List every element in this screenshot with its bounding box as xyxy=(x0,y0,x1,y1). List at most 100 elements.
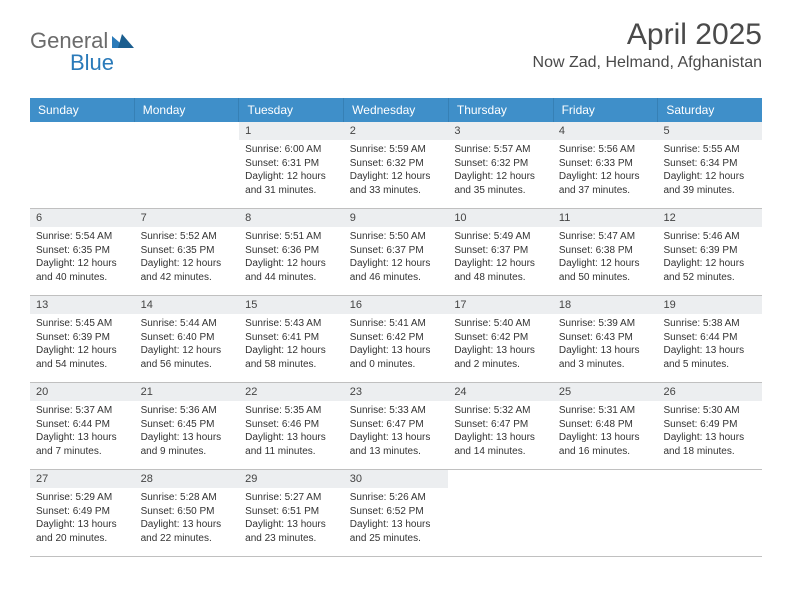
sunrise-text: Sunrise: 5:32 AM xyxy=(454,404,547,418)
sunrise-text: Sunrise: 5:37 AM xyxy=(36,404,129,418)
day-body: Sunrise: 5:35 AMSunset: 6:46 PMDaylight:… xyxy=(239,401,344,464)
sunset-text: Sunset: 6:44 PM xyxy=(36,418,129,432)
day-body: Sunrise: 5:31 AMSunset: 6:48 PMDaylight:… xyxy=(553,401,658,464)
day-body: Sunrise: 5:47 AMSunset: 6:38 PMDaylight:… xyxy=(553,227,658,290)
calendar-day xyxy=(135,122,240,208)
sunset-text: Sunset: 6:32 PM xyxy=(454,157,547,171)
sunset-text: Sunset: 6:36 PM xyxy=(245,244,338,258)
calendar-day: 20Sunrise: 5:37 AMSunset: 6:44 PMDayligh… xyxy=(30,383,135,469)
day-body: Sunrise: 5:36 AMSunset: 6:45 PMDaylight:… xyxy=(135,401,240,464)
sunset-text: Sunset: 6:41 PM xyxy=(245,331,338,345)
daylight-text: Daylight: 12 hours and 56 minutes. xyxy=(141,344,234,371)
sunrise-text: Sunrise: 5:57 AM xyxy=(454,143,547,157)
daylight-text: Daylight: 13 hours and 13 minutes. xyxy=(350,431,443,458)
sunset-text: Sunset: 6:47 PM xyxy=(350,418,443,432)
calendar-day: 14Sunrise: 5:44 AMSunset: 6:40 PMDayligh… xyxy=(135,296,240,382)
day-body: Sunrise: 5:51 AMSunset: 6:36 PMDaylight:… xyxy=(239,227,344,290)
daylight-text: Daylight: 12 hours and 44 minutes. xyxy=(245,257,338,284)
day-body: Sunrise: 5:46 AMSunset: 6:39 PMDaylight:… xyxy=(657,227,762,290)
sunrise-text: Sunrise: 5:33 AM xyxy=(350,404,443,418)
day-number: 8 xyxy=(239,209,344,227)
day-header-sun: Sunday xyxy=(30,98,135,122)
calendar-day: 11Sunrise: 5:47 AMSunset: 6:38 PMDayligh… xyxy=(553,209,658,295)
title-block: April 2025 Now Zad, Helmand, Afghanistan xyxy=(533,18,762,72)
sunrise-text: Sunrise: 5:45 AM xyxy=(36,317,129,331)
day-number: 24 xyxy=(448,383,553,401)
sunset-text: Sunset: 6:34 PM xyxy=(663,157,756,171)
day-number: 30 xyxy=(344,470,449,488)
sunrise-text: Sunrise: 5:51 AM xyxy=(245,230,338,244)
daylight-text: Daylight: 12 hours and 33 minutes. xyxy=(350,170,443,197)
day-number: 16 xyxy=(344,296,449,314)
day-number: 9 xyxy=(344,209,449,227)
day-body: Sunrise: 5:55 AMSunset: 6:34 PMDaylight:… xyxy=(657,140,762,203)
sunrise-text: Sunrise: 6:00 AM xyxy=(245,143,338,157)
day-number: 6 xyxy=(30,209,135,227)
day-body: Sunrise: 5:30 AMSunset: 6:49 PMDaylight:… xyxy=(657,401,762,464)
calendar-day: 10Sunrise: 5:49 AMSunset: 6:37 PMDayligh… xyxy=(448,209,553,295)
calendar-day: 19Sunrise: 5:38 AMSunset: 6:44 PMDayligh… xyxy=(657,296,762,382)
daylight-text: Daylight: 13 hours and 5 minutes. xyxy=(663,344,756,371)
sunrise-text: Sunrise: 5:49 AM xyxy=(454,230,547,244)
sunrise-text: Sunrise: 5:43 AM xyxy=(245,317,338,331)
calendar-week: 13Sunrise: 5:45 AMSunset: 6:39 PMDayligh… xyxy=(30,296,762,383)
daylight-text: Daylight: 13 hours and 20 minutes. xyxy=(36,518,129,545)
day-number: 5 xyxy=(657,122,762,140)
daylight-text: Daylight: 13 hours and 3 minutes. xyxy=(559,344,652,371)
day-number: 15 xyxy=(239,296,344,314)
sunset-text: Sunset: 6:44 PM xyxy=(663,331,756,345)
calendar-day: 12Sunrise: 5:46 AMSunset: 6:39 PMDayligh… xyxy=(657,209,762,295)
day-number: 13 xyxy=(30,296,135,314)
day-body: Sunrise: 5:57 AMSunset: 6:32 PMDaylight:… xyxy=(448,140,553,203)
calendar-day: 25Sunrise: 5:31 AMSunset: 6:48 PMDayligh… xyxy=(553,383,658,469)
day-number: 12 xyxy=(657,209,762,227)
daylight-text: Daylight: 13 hours and 14 minutes. xyxy=(454,431,547,458)
sunrise-text: Sunrise: 5:41 AM xyxy=(350,317,443,331)
day-number: 14 xyxy=(135,296,240,314)
day-body: Sunrise: 5:43 AMSunset: 6:41 PMDaylight:… xyxy=(239,314,344,377)
page-header: General Blue April 2025 Now Zad, Helmand… xyxy=(0,0,792,90)
day-number: 17 xyxy=(448,296,553,314)
calendar-header-row: Sunday Monday Tuesday Wednesday Thursday… xyxy=(30,98,762,122)
month-title: April 2025 xyxy=(533,18,762,52)
sunrise-text: Sunrise: 5:28 AM xyxy=(141,491,234,505)
sunrise-text: Sunrise: 5:39 AM xyxy=(559,317,652,331)
calendar-day: 29Sunrise: 5:27 AMSunset: 6:51 PMDayligh… xyxy=(239,470,344,556)
sunset-text: Sunset: 6:42 PM xyxy=(454,331,547,345)
calendar-day xyxy=(553,470,658,556)
sunrise-text: Sunrise: 5:55 AM xyxy=(663,143,756,157)
sunrise-text: Sunrise: 5:38 AM xyxy=(663,317,756,331)
day-body: Sunrise: 5:41 AMSunset: 6:42 PMDaylight:… xyxy=(344,314,449,377)
daylight-text: Daylight: 13 hours and 2 minutes. xyxy=(454,344,547,371)
sunrise-text: Sunrise: 5:54 AM xyxy=(36,230,129,244)
calendar-day: 8Sunrise: 5:51 AMSunset: 6:36 PMDaylight… xyxy=(239,209,344,295)
calendar-day: 9Sunrise: 5:50 AMSunset: 6:37 PMDaylight… xyxy=(344,209,449,295)
calendar-week: 6Sunrise: 5:54 AMSunset: 6:35 PMDaylight… xyxy=(30,209,762,296)
sunrise-text: Sunrise: 5:31 AM xyxy=(559,404,652,418)
calendar-day: 28Sunrise: 5:28 AMSunset: 6:50 PMDayligh… xyxy=(135,470,240,556)
calendar-day: 7Sunrise: 5:52 AMSunset: 6:35 PMDaylight… xyxy=(135,209,240,295)
day-number: 26 xyxy=(657,383,762,401)
day-number: 28 xyxy=(135,470,240,488)
day-number: 27 xyxy=(30,470,135,488)
calendar-day: 23Sunrise: 5:33 AMSunset: 6:47 PMDayligh… xyxy=(344,383,449,469)
daylight-text: Daylight: 13 hours and 11 minutes. xyxy=(245,431,338,458)
sunset-text: Sunset: 6:46 PM xyxy=(245,418,338,432)
weeks-container: 1Sunrise: 6:00 AMSunset: 6:31 PMDaylight… xyxy=(30,122,762,557)
brand-text-blue: Blue xyxy=(70,50,114,76)
location-text: Now Zad, Helmand, Afghanistan xyxy=(533,54,762,72)
day-header-mon: Monday xyxy=(135,98,240,122)
calendar-day: 15Sunrise: 5:43 AMSunset: 6:41 PMDayligh… xyxy=(239,296,344,382)
calendar-week: 1Sunrise: 6:00 AMSunset: 6:31 PMDaylight… xyxy=(30,122,762,209)
brand-logo: General Blue xyxy=(30,28,134,54)
calendar-day: 13Sunrise: 5:45 AMSunset: 6:39 PMDayligh… xyxy=(30,296,135,382)
day-body: Sunrise: 5:38 AMSunset: 6:44 PMDaylight:… xyxy=(657,314,762,377)
calendar-day xyxy=(30,122,135,208)
daylight-text: Daylight: 13 hours and 9 minutes. xyxy=(141,431,234,458)
sunrise-text: Sunrise: 5:44 AM xyxy=(141,317,234,331)
calendar-day: 26Sunrise: 5:30 AMSunset: 6:49 PMDayligh… xyxy=(657,383,762,469)
calendar-day: 30Sunrise: 5:26 AMSunset: 6:52 PMDayligh… xyxy=(344,470,449,556)
sunrise-text: Sunrise: 5:40 AM xyxy=(454,317,547,331)
calendar-day: 17 Sunrise: 5:40 AMSunset: 6:42 PMDayligh… xyxy=(448,296,553,382)
day-number: 4 xyxy=(553,122,658,140)
